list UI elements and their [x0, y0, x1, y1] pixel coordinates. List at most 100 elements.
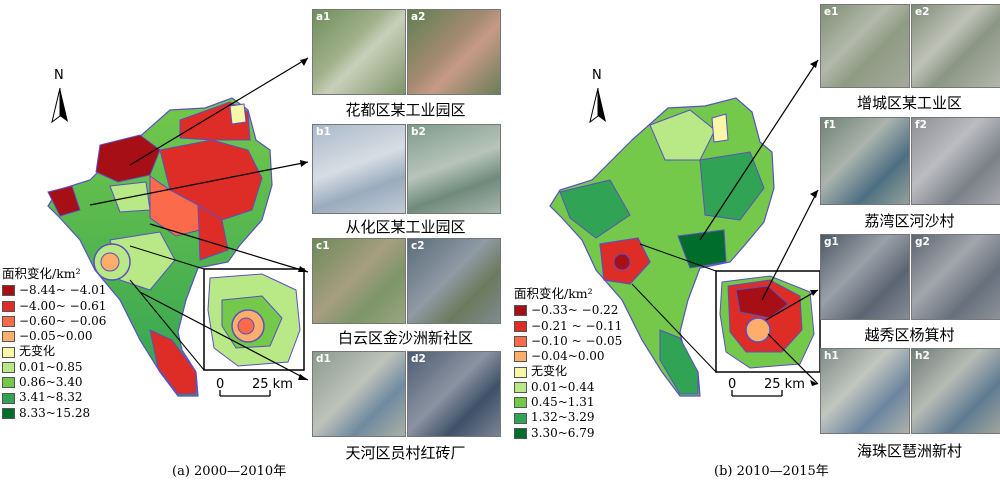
site-caption-a: 花都区某工业园区: [345, 101, 466, 119]
legend-label: −0.05~0.00: [19, 329, 93, 344]
region-yellow2-a: [197, 204, 229, 261]
satellite-image-h1: h1: [820, 348, 910, 434]
satellite-image-a2: a2: [407, 9, 501, 95]
legend-swatch: [514, 320, 527, 332]
north-label-a: N: [54, 68, 64, 83]
region-zengcheng-b: [677, 229, 727, 269]
legend-label: 0.01~0.44: [531, 379, 595, 394]
legend-item: 0.01~0.85: [2, 360, 106, 375]
legend-item: −0.33~ −0.22: [514, 303, 622, 318]
legend-swatch: [2, 392, 15, 404]
legend-item: −0.10 ~ −0.05: [514, 334, 622, 349]
satellite-image-b1: b1: [312, 124, 406, 214]
satellite-image-d2: d2: [407, 351, 501, 437]
region-west-red-a: [47, 185, 81, 217]
legend-swatch: [514, 366, 527, 378]
panel-a: N 面积变化/km² −8.44~ −4.01 −4.00~ −0.61 −0.60…: [2, 9, 501, 479]
legend-item: −4.00~ −0.61: [2, 299, 106, 314]
legend-label: 1.32~3.29: [531, 410, 595, 425]
legend-swatch: [514, 412, 527, 424]
legend-title-b: 面积变化/km²: [514, 286, 593, 301]
region-north-b: [649, 109, 716, 161]
legend-item: −0.04~0.00: [514, 349, 622, 364]
legend-item: 无变化: [514, 364, 622, 379]
region-tip-a: [229, 103, 247, 125]
satellite-image-h2: h2: [911, 348, 1000, 434]
legend-a: 面积变化/km² −8.44~ −4.01 −4.00~ −0.61 −0.60~ …: [2, 266, 106, 421]
site-caption-h: 海珠区琶洲新村: [856, 442, 962, 460]
satellite-image-b2: b2: [407, 124, 501, 214]
panel-b: N 面积变化/km² −0.33~ −0.22 −0.21 ~ −0.11 −0.1…: [500, 0, 1000, 482]
satellite-image-a1: a1: [312, 9, 406, 95]
legend-label: −8.44~ −4.01: [19, 283, 107, 298]
legend-label: 0.45~1.31: [531, 395, 595, 410]
city-core-inner-a: [100, 252, 120, 272]
legend-label: −0.21 ~ −0.11: [531, 318, 623, 333]
legend-label: 无变化: [19, 344, 56, 359]
legend-item: 0.45~1.31: [514, 395, 622, 410]
site-caption-f: 荔湾区河沙村: [864, 212, 955, 230]
satellite-image-c2: c2: [407, 238, 501, 324]
legend-label: 无变化: [531, 364, 568, 379]
region-south-b: [659, 329, 699, 395]
legend-item: 1.32~3.29: [514, 410, 622, 425]
legend-label: −0.04~0.00: [531, 349, 605, 364]
legend-label: 0.01~0.85: [19, 359, 83, 374]
map-a: [47, 57, 309, 397]
legend-item: −0.21 ~ −0.11: [514, 319, 622, 334]
legend-item: 0.01~0.44: [514, 380, 622, 395]
legend-label: 3.41~8.32: [19, 390, 83, 405]
legend-label: −0.33~ −0.22: [531, 303, 619, 318]
satellite-image-e2: e2: [911, 4, 1000, 88]
legend-item: 3.30~6.79: [514, 426, 622, 441]
city-core-inner-b: [613, 253, 631, 271]
north-label-b: N: [592, 68, 602, 83]
region-west-b: [559, 179, 631, 239]
legend-swatch: [514, 427, 527, 439]
satellite-image-e1: e1: [820, 4, 910, 88]
legend-swatch: [2, 331, 15, 343]
legend-swatch: [514, 351, 527, 363]
scale-zero-a: 0: [216, 377, 225, 392]
legend-swatch: [2, 300, 15, 312]
legend-swatch: [514, 381, 527, 393]
site-caption-d: 天河区员村红砖厂: [345, 444, 466, 462]
legend-b: 面积变化/km² −0.33~ −0.22 −0.21 ~ −0.11 −0.10 …: [514, 286, 622, 441]
scale-label-b: 25 km: [764, 377, 805, 392]
legend-swatch: [514, 397, 527, 409]
legend-item: −0.05~0.00: [2, 329, 106, 344]
figure-label-a: (a) 2000—2010年: [172, 464, 287, 479]
site-caption-e: 增城区某工业区: [856, 94, 962, 112]
legend-title-a: 面积变化/km²: [2, 266, 81, 281]
legend-swatch: [2, 316, 15, 328]
inset-core-b: [745, 317, 771, 343]
site-caption-g: 越秀区杨箕村: [864, 326, 955, 344]
legend-item: 3.41~8.32: [2, 390, 106, 405]
region-mid-b: [699, 151, 765, 221]
legend-swatch: [2, 407, 15, 419]
legend-label: −4.00~ −0.61: [19, 298, 107, 313]
legend-label: 8.33~15.28: [19, 405, 91, 420]
legend-item: 0.86~3.40: [2, 375, 106, 390]
legend-rows-a: −8.44~ −4.01 −4.00~ −0.61 −0.60~ −0.06 −0.0…: [2, 283, 106, 421]
legend-item: −8.44~ −4.01: [2, 283, 106, 298]
inset-core2-a: [237, 317, 255, 335]
legend-swatch: [2, 285, 15, 297]
scale-label-a: 25 km: [252, 377, 293, 392]
satellite-image-g1: g1: [820, 234, 910, 320]
legend-item: 8.33~15.28: [2, 406, 106, 421]
region-yellow-b: [711, 113, 729, 143]
inset-darkred-b: [735, 285, 789, 319]
map-b: [549, 59, 821, 397]
legend-swatch: [2, 377, 15, 389]
scale-bar-b: [731, 390, 783, 397]
legend-item: −0.60~ −0.06: [2, 314, 106, 329]
region-nansha-a: [149, 329, 197, 395]
legend-label: 3.30~6.79: [531, 425, 595, 440]
satellite-image-c1: c1: [312, 238, 406, 324]
legend-rows-b: −0.33~ −0.22 −0.21 ~ −0.11 −0.10 ~ −0.05 −0…: [514, 303, 622, 441]
legend-swatch: [2, 346, 15, 358]
scale-bar-a: [219, 390, 271, 397]
legend-item: 无变化: [2, 344, 106, 359]
site-caption-c: 白云区金沙洲新社区: [337, 329, 473, 347]
